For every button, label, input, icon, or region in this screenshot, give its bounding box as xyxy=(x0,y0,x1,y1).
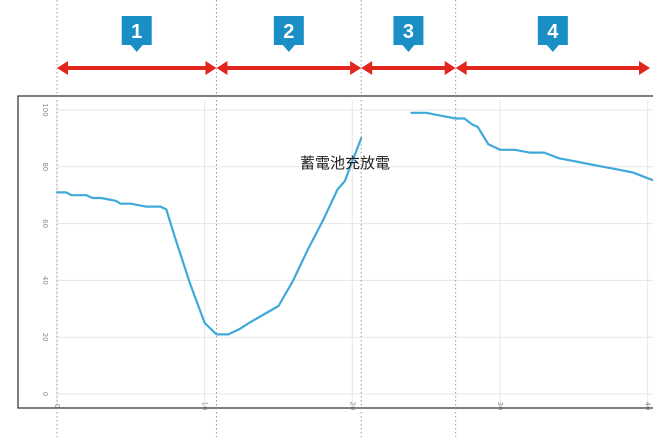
series-label: 蓄電池充放電 xyxy=(300,154,390,172)
phase-badge-label: 2 xyxy=(283,21,294,43)
phase-badge-box xyxy=(121,16,152,45)
phase-badge: 1 xyxy=(121,16,152,52)
y-tick-label: 0 xyxy=(41,392,49,396)
phase-badge-label: 3 xyxy=(403,21,414,43)
phase-badge-pointer xyxy=(282,45,295,52)
y-tick-label: 60 xyxy=(41,219,49,228)
series-line xyxy=(55,137,363,336)
phase-badge: 3 xyxy=(393,16,424,52)
y-tick-label: 80 xyxy=(41,162,49,171)
phase-badge: 2 xyxy=(273,16,304,52)
series-line xyxy=(410,111,653,182)
y-tick-label: 40 xyxy=(41,276,49,285)
x-tick-label: 30 xyxy=(496,402,504,411)
y-tick-label: 100 xyxy=(41,103,49,116)
phase-arrow-left-head xyxy=(361,61,373,75)
phase-arrow-right-head xyxy=(639,61,650,75)
chart-frame xyxy=(17,95,653,409)
chart-labels: 蓄電池充放電 xyxy=(300,154,390,172)
phase-arrow-right-head xyxy=(444,61,456,75)
phase-arrow-left-head xyxy=(216,61,228,75)
phase-badge-pointer xyxy=(130,45,143,52)
phase-badge-box xyxy=(537,16,568,45)
phase-badge-box xyxy=(273,16,304,45)
x-tick-label: 0 xyxy=(53,404,61,408)
chart-axis-ticks: 0 20 40 60 80 100 0 10 20 30 40 xyxy=(41,103,652,410)
phase-annotation-layer: 1 2 3 4 xyxy=(57,16,650,75)
phase-badge-box xyxy=(393,16,424,45)
phase-arrow-right-head xyxy=(205,61,217,75)
phase-badge-label: 1 xyxy=(131,21,142,43)
chart-series xyxy=(55,111,653,336)
x-tick-label: 10 xyxy=(201,402,209,411)
phase-badge: 4 xyxy=(537,16,568,52)
phase-arrow-left-head xyxy=(455,61,467,75)
phase-badge-label: 4 xyxy=(547,21,559,43)
y-tick-label: 20 xyxy=(41,333,49,342)
phase-badge-pointer xyxy=(402,45,415,52)
chart-grid xyxy=(56,100,653,406)
phase-badge-pointer xyxy=(546,45,559,52)
x-tick-label: 20 xyxy=(348,402,356,411)
phase-arrow-left-head xyxy=(57,61,68,75)
phase-arrow-right-head xyxy=(350,61,362,75)
x-tick-label: 40 xyxy=(644,402,652,411)
phase-dividers xyxy=(56,0,457,437)
